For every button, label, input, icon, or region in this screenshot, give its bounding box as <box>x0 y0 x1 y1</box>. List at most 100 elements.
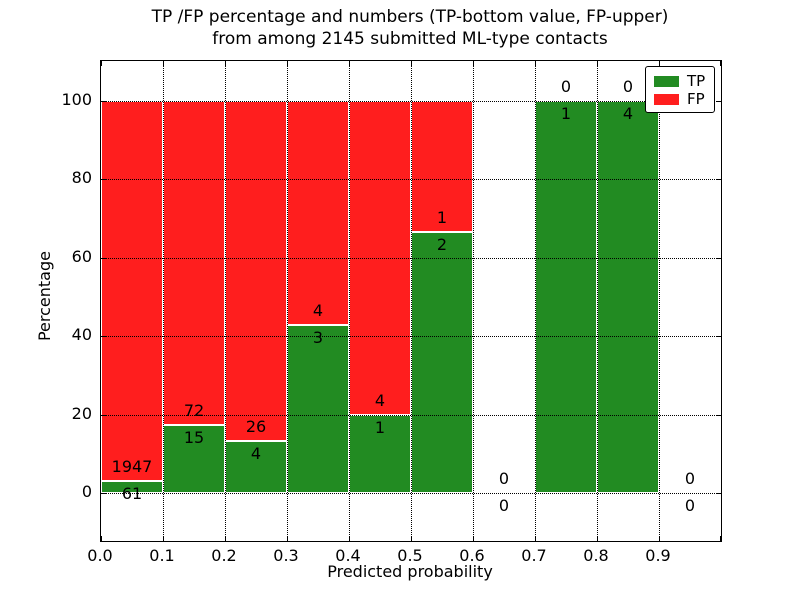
x-tick-mark <box>163 536 164 541</box>
v-gridline <box>163 61 164 541</box>
x-tick-mark <box>597 61 598 66</box>
y-tick-mark <box>101 336 106 338</box>
bar-segment-fp <box>101 101 163 482</box>
plot-area: 1947 61 72 15 26 4 4 3 4 1 1 2 0 0 0 1 0 4 0 0 <box>100 60 722 542</box>
v-gridline <box>225 61 226 541</box>
v-gridline <box>659 61 660 541</box>
tp-count-label: 4 <box>250 443 262 463</box>
x-tick-label: 0.4 <box>335 546 361 565</box>
y-tick-label: 80 <box>71 168 92 188</box>
legend-label-tp: TP <box>687 72 706 90</box>
y-tick-mark <box>716 101 721 102</box>
legend: TP FP <box>645 66 715 113</box>
bar-segment-tp <box>163 425 225 493</box>
fp-count-label: 4 <box>312 301 324 320</box>
v-gridline <box>411 61 412 541</box>
x-tick-label: 0.2 <box>211 546 237 565</box>
fp-count-label: 26 <box>245 416 267 436</box>
fp-count-label: 0 <box>622 77 634 96</box>
x-tick-mark <box>473 536 474 541</box>
x-tick-mark <box>659 61 660 66</box>
bar-segment-fp <box>225 101 287 441</box>
x-tick-mark <box>473 61 474 66</box>
fp-count-label: 72 <box>183 401 205 421</box>
x-tick-label: 0.0 <box>87 546 113 565</box>
v-gridline <box>535 61 536 541</box>
x-tick-label: 0.7 <box>521 546 547 565</box>
x-tick-mark <box>597 536 598 541</box>
x-tick-mark <box>720 536 721 541</box>
x-tick-mark <box>101 536 102 541</box>
x-tick-label: 0.3 <box>273 546 299 565</box>
x-tick-mark <box>163 61 164 66</box>
y-tick-mark <box>716 179 721 181</box>
bar-segment-tp <box>597 101 659 493</box>
y-tick-mark <box>101 101 106 102</box>
y-tick-label: 40 <box>71 325 92 345</box>
y-tick-mark <box>716 257 721 259</box>
x-tick-mark <box>101 61 102 66</box>
y-tick-mark <box>716 414 721 416</box>
y-tick-label: 20 <box>71 403 92 423</box>
tp-count-label: 1 <box>374 417 386 437</box>
fp-count-label: 1947 <box>111 457 153 477</box>
v-gridline <box>287 61 288 541</box>
x-tick-mark <box>225 536 226 541</box>
tp-count-label: 15 <box>183 428 205 448</box>
x-tick-mark <box>659 536 660 541</box>
tp-color-swatch <box>654 75 679 87</box>
y-tick-label: 100 <box>61 90 92 109</box>
x-tick-mark <box>225 61 226 66</box>
x-tick-label: 0.8 <box>583 546 609 565</box>
x-tick-mark <box>535 536 536 541</box>
v-gridline <box>349 61 350 541</box>
y-tick-mark <box>101 257 106 259</box>
bar-segment-tp <box>287 325 349 493</box>
fp-count-label: 1 <box>436 207 448 227</box>
bar-segment-fp <box>163 101 225 426</box>
x-tick-mark <box>535 61 536 66</box>
chart-title: TP /FP percentage and numbers (TP-bottom… <box>0 6 800 50</box>
x-tick-label: 0.9 <box>645 546 671 565</box>
tp-count-label: 2 <box>436 234 448 254</box>
tp-count-label: 4 <box>622 104 634 123</box>
legend-label-fp: FP <box>687 90 705 108</box>
bar-segment-fp <box>287 101 349 325</box>
x-tick-mark <box>411 536 412 541</box>
tp-count-label: 3 <box>312 328 324 347</box>
tp-count-label: 0 <box>498 496 510 515</box>
x-tick-label: 0.6 <box>459 546 485 565</box>
bar-segment-tp <box>535 101 597 493</box>
y-tick-mark <box>716 493 721 494</box>
bar-segment-tp <box>411 231 473 493</box>
tp-count-label: 61 <box>121 484 143 504</box>
x-tick-label: 0.5 <box>397 546 423 565</box>
tp-count-label: 1 <box>560 104 572 123</box>
tp-count-label: 0 <box>684 496 696 515</box>
bar-segment-tp <box>101 481 163 493</box>
x-axis-label: Predicted probability <box>327 562 493 581</box>
x-tick-mark <box>411 61 412 66</box>
v-gridline <box>473 61 474 541</box>
legend-item-tp: TP <box>654 73 706 89</box>
x-tick-mark <box>720 61 721 66</box>
y-tick-mark <box>101 493 106 494</box>
x-tick-label: 0.1 <box>149 546 175 565</box>
x-tick-mark <box>349 536 350 541</box>
y-tick-label: 0 <box>81 482 92 501</box>
x-tick-mark <box>287 536 288 541</box>
fp-color-swatch <box>654 93 679 105</box>
y-tick-label: 60 <box>71 246 92 266</box>
y-tick-mark <box>716 336 721 338</box>
chart-title-line1: TP /FP percentage and numbers (TP-bottom… <box>151 7 669 27</box>
y-tick-mark <box>101 414 106 416</box>
fp-count-label: 0 <box>498 469 510 488</box>
fp-count-label: 0 <box>560 77 572 96</box>
fp-count-label: 0 <box>684 469 696 488</box>
legend-item-fp: FP <box>654 91 706 107</box>
chart-title-line2: from among 2145 submitted ML-type contac… <box>212 29 608 49</box>
x-tick-mark <box>287 61 288 66</box>
x-tick-mark <box>349 61 350 66</box>
y-tick-mark <box>101 179 106 181</box>
v-gridline <box>597 61 598 541</box>
